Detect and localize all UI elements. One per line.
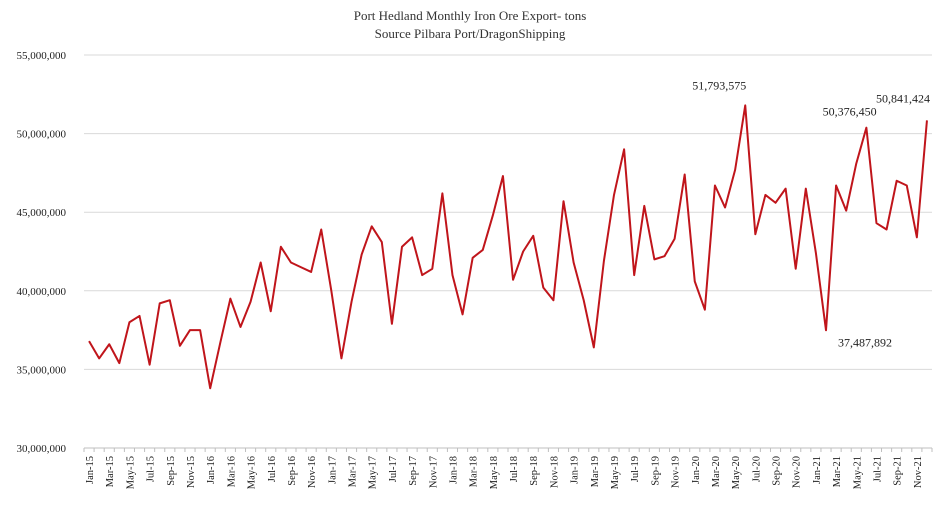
- y-tick-label: 45,000,000: [17, 207, 67, 219]
- data-annotations: 51,793,575 50,376,450 37,487,892 50,841,424: [692, 78, 930, 349]
- x-tick-label: Mar-16: [226, 456, 237, 487]
- x-tick-label: May-17: [368, 456, 379, 489]
- chart-subtitle: Source Pilbara Port/DragonShipping: [375, 26, 566, 41]
- x-tick-label: Sep-16: [287, 456, 298, 486]
- series-line: [88, 104, 928, 390]
- x-tick-label: May-21: [852, 456, 863, 489]
- x-tick-label: Jan-19: [570, 456, 581, 484]
- data-label: 50,376,450: [823, 105, 877, 119]
- x-tick-label: Sep-15: [166, 456, 177, 486]
- x-tick-label: Nov-21: [913, 456, 924, 488]
- x-tick-label: Mar-15: [105, 456, 116, 487]
- data-label: 51,793,575: [692, 78, 746, 92]
- y-tick-label: 30,000,000: [17, 443, 67, 455]
- x-tick-label: May-20: [731, 456, 742, 489]
- x-tick-label: Jan-20: [691, 456, 702, 484]
- x-tick-label: Nov-15: [186, 456, 197, 488]
- x-axis-tick-labels: Jan-15 Mar-15 May-15 Jul-15 Sep-15 Nov-15 Jan-…: [85, 456, 924, 489]
- data-label: 37,487,892: [838, 335, 892, 349]
- x-tick-label: Mar-18: [469, 456, 480, 487]
- data-label: 50,841,424: [876, 91, 930, 105]
- x-tick-label: Jul-18: [509, 456, 520, 482]
- x-tick-label: May-16: [247, 456, 258, 489]
- x-tick-label: Jul-19: [630, 456, 641, 482]
- x-tick-label: May-18: [489, 456, 500, 489]
- x-tick-label: Nov-16: [307, 456, 318, 488]
- x-tick-label: Jul-17: [388, 456, 399, 482]
- x-tick-label: Jan-15: [85, 456, 96, 484]
- x-tick-label: Nov-18: [549, 456, 560, 488]
- x-tick-label: Sep-17: [408, 456, 419, 486]
- x-tick-label: Jan-17: [327, 456, 338, 484]
- x-tick-label: Sep-18: [529, 456, 540, 486]
- x-tick-label: Sep-21: [893, 456, 904, 486]
- x-tick-label: Mar-17: [348, 456, 359, 487]
- x-tick-label: Mar-20: [711, 456, 722, 487]
- x-tick-label: Jul-15: [146, 456, 157, 482]
- x-tick-label: Nov-17: [428, 456, 439, 488]
- y-tick-label: 50,000,000: [17, 129, 67, 141]
- x-tick-label: Mar-19: [590, 456, 601, 487]
- x-tick-label: Jul-16: [267, 456, 278, 482]
- x-tick-label: Jan-21: [812, 456, 823, 484]
- x-tick-label: Jul-21: [872, 456, 883, 482]
- x-tick-label: Jul-20: [751, 456, 762, 482]
- chart-title: Port Hedland Monthly Iron Ore Export- to…: [354, 8, 587, 23]
- y-tick-label: 40,000,000: [17, 286, 67, 298]
- x-tick-label: May-15: [125, 456, 136, 489]
- x-tick-label: Sep-19: [650, 456, 661, 486]
- gridlines: [84, 54, 932, 370]
- x-tick-label: Jan-16: [206, 456, 217, 484]
- y-tick-label: 55,000,000: [17, 50, 67, 62]
- y-axis-tick-labels: 30,000,000 35,000,000 40,000,000 45,000,000…: [17, 50, 67, 455]
- x-tick-label: Nov-20: [792, 456, 803, 488]
- x-tick-label: Sep-20: [772, 456, 783, 486]
- x-tick-label: Mar-21: [832, 456, 843, 487]
- y-tick-label: 35,000,000: [17, 364, 67, 376]
- x-tick-label: Jan-18: [448, 456, 459, 484]
- x-tick-label: Nov-19: [671, 456, 682, 488]
- x-axis: [83, 447, 933, 452]
- x-tick-label: May-19: [610, 456, 621, 489]
